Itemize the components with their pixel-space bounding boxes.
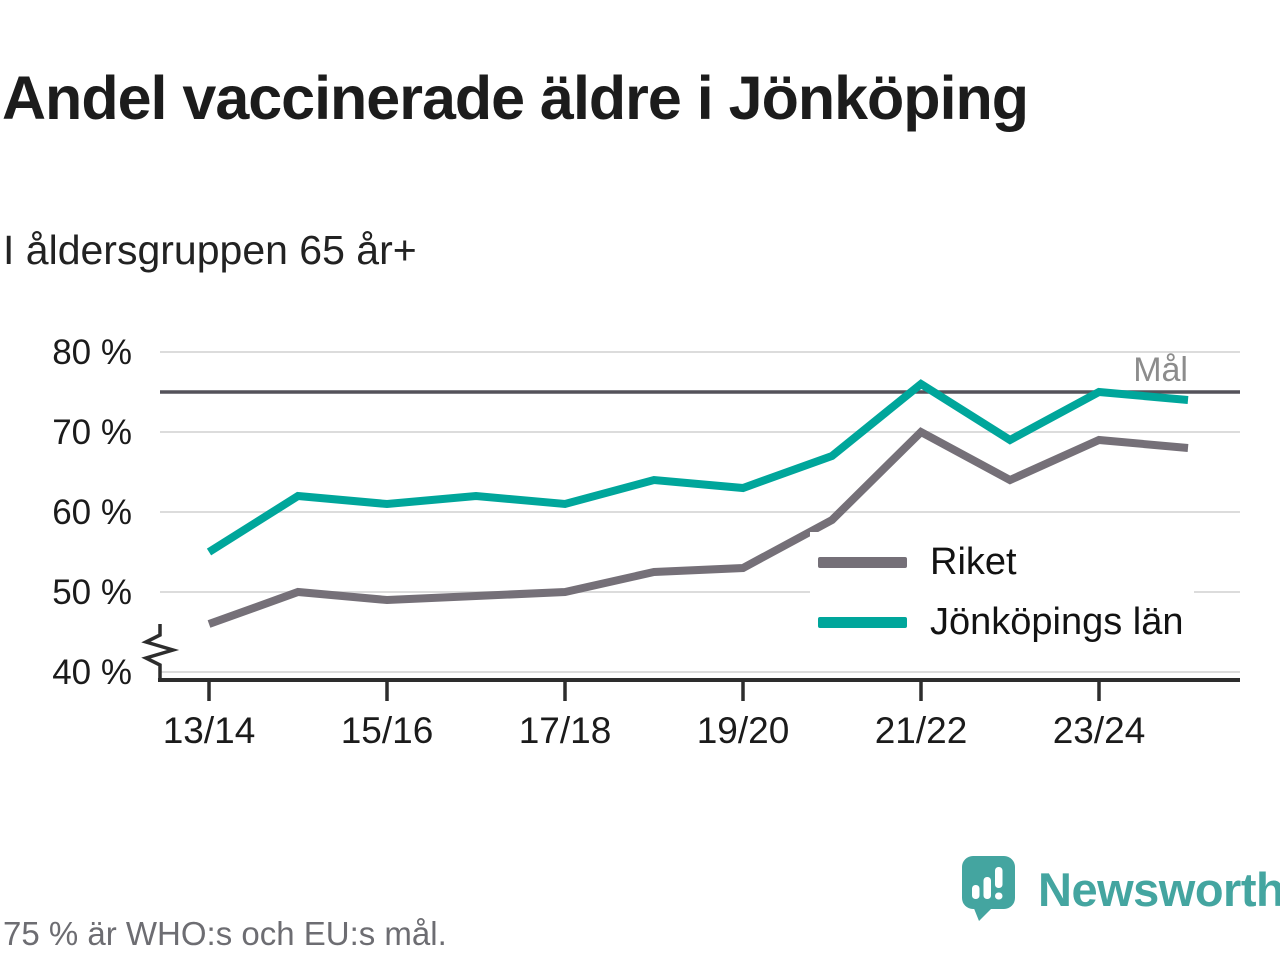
- chart-legend: Riket Jönköpings län: [810, 532, 1194, 652]
- x-axis-tick-label: 17/18: [519, 710, 612, 751]
- x-axis-tick-label: 19/20: [697, 710, 790, 751]
- speech-bubble-bar-chart-exclamation-icon: [962, 856, 1015, 921]
- series-line-jonkopings-lan: [206, 379, 1189, 556]
- x-axis-group: 13/14 15/16 17/18 19/20 21/22 23/24: [141, 624, 1240, 751]
- goal-line-group: Mål: [160, 351, 1240, 394]
- y-axis-tick-label: 80 %: [52, 333, 132, 372]
- legend-item-jonkopings-lan: Jönköpings län: [810, 601, 1194, 644]
- legend-item-riket: Riket: [810, 541, 1194, 584]
- x-axis-tick-label: 13/14: [163, 710, 256, 751]
- y-axis-tick-label: 50 %: [52, 573, 132, 612]
- legend-label-jonkopings-lan: Jönköpings län: [930, 600, 1184, 643]
- goal-line-label: Mål: [1133, 351, 1188, 389]
- newsworthy-logo: Newsworthy: [962, 856, 1280, 922]
- legend-label-riket: Riket: [930, 540, 1017, 583]
- legend-swatch-jonkopings-lan: [818, 616, 907, 628]
- footer-note: 75 % är WHO:s och EU:s mål.: [3, 915, 447, 952]
- series-lines-group: [206, 379, 1189, 628]
- page-subtitle: I åldersgruppen 65 år+: [3, 227, 417, 273]
- legend-swatch-riket: [818, 556, 907, 568]
- x-axis-tick-label: 21/22: [875, 710, 968, 751]
- axis-break-icon: [141, 624, 180, 680]
- x-axis-tick-label: 23/24: [1053, 710, 1146, 751]
- y-axis-tick-label: 60 %: [52, 493, 132, 532]
- brand-name: Newsworthy: [1038, 862, 1280, 916]
- x-axis-tick-label: 15/16: [341, 710, 434, 751]
- y-axis-tick-label: 40 %: [52, 653, 132, 692]
- y-axis-tick-label: 70 %: [52, 413, 132, 452]
- series-line-riket: [207, 427, 1189, 628]
- page-title: Andel vaccinerade äldre i Jönköping: [2, 63, 1029, 132]
